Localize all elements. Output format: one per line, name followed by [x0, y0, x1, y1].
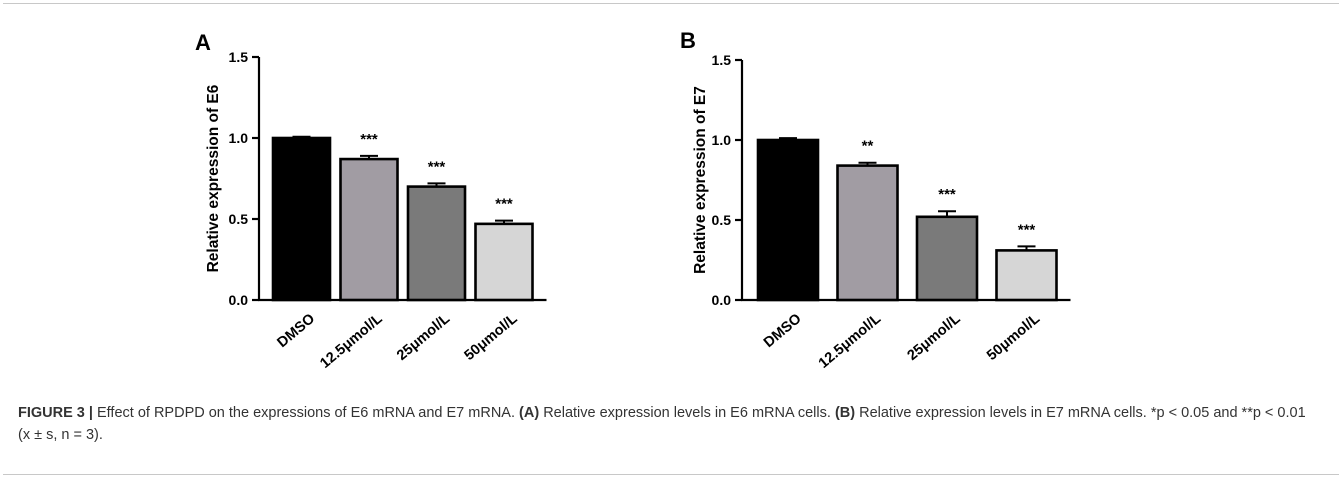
panel-b-ylabel: Relative expression of E7 — [692, 86, 709, 274]
panel-b-bar — [756, 138, 820, 302]
panel-b-bar — [836, 164, 899, 302]
caption-text-2: Relative expression levels in E6 mRNA ce… — [539, 405, 835, 421]
panel-a-category-label: 12.5μmol/L — [317, 311, 385, 372]
panel-b-bar — [995, 249, 1058, 302]
panel-b-significance: *** — [1018, 221, 1036, 238]
caption-label-b: (B) — [834, 405, 856, 421]
panel-a-bar — [406, 185, 467, 302]
panel-a-significance: *** — [360, 131, 378, 148]
panel-b-category-label: 25μmol/L — [905, 311, 964, 364]
caption-stats: *p < 0.05 and **p < 0.01 (x ± s, n = 3). — [18, 405, 1306, 443]
panel-a-bar — [271, 136, 332, 302]
panel-a-significance: *** — [428, 158, 446, 175]
panel-b-significance: ** — [862, 138, 874, 155]
panel-b-category-label: 50μmol/L — [984, 311, 1043, 364]
panel-a-ytick-label: 0.5 — [229, 211, 249, 227]
panel-a-ytick-label: 1.5 — [229, 49, 249, 65]
panel-a-ytick-label: 0.0 — [229, 292, 249, 308]
panel-b-bar — [915, 215, 979, 302]
panel-b-ytick-label: 0.0 — [712, 292, 732, 308]
figure-frame — [3, 3, 1339, 475]
panel-a-ytick-label: 1.0 — [229, 130, 249, 146]
panel-b-label: B — [680, 28, 696, 53]
panel-b-ytick-label: 1.0 — [712, 132, 732, 148]
caption-text-3: Relative expression levels in E7 mRNA ce… — [855, 405, 1151, 421]
figure-charts: A Relative expression of E6 0.0 0.5 1.0 1.5 DM… — [195, 28, 1071, 372]
figure-caption: FIGURE 3 | Effect of RPDPD on the expres… — [18, 402, 1308, 446]
panel-b-category-label: 12.5μmol/L — [816, 311, 884, 372]
panel-b-significance: *** — [938, 186, 956, 203]
panel-b-ytick-label: 0.5 — [712, 212, 732, 228]
panel-b-ytick-label: 1.5 — [712, 52, 732, 68]
panel-a-ylabel: Relative expression of E6 — [205, 84, 222, 272]
panel-a-category-label: DMSO — [274, 311, 318, 351]
panel-a-category-label: 25μmol/L — [394, 311, 453, 364]
caption-text-1: Effect of RPDPD on the expressions of E6… — [92, 405, 520, 421]
caption-label-a: (A) — [519, 405, 540, 421]
caption-figure-label: FIGURE 3 | — [18, 405, 93, 421]
panel-a-label: A — [195, 30, 211, 55]
panel-b-category-label: DMSO — [761, 311, 805, 351]
panel-a-bar — [339, 157, 399, 302]
panel-a-category-label: 50μmol/L — [462, 311, 521, 364]
panel-a-bar — [474, 222, 534, 302]
panel-a-significance: *** — [495, 196, 513, 213]
